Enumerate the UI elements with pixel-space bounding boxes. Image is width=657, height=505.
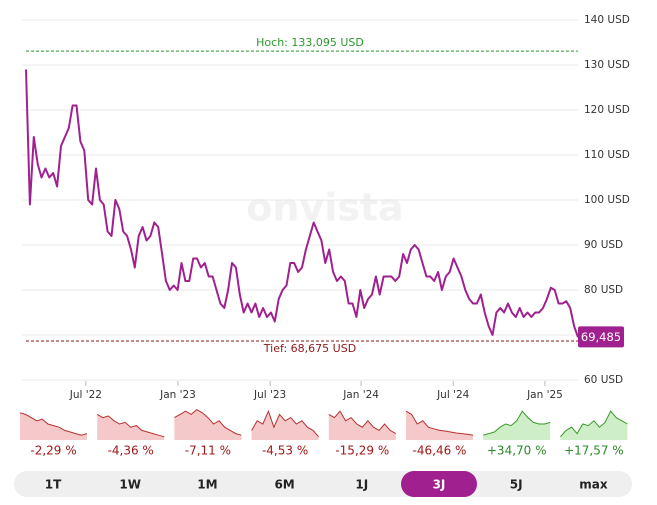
y-tick-label: 60 USD bbox=[584, 374, 623, 386]
sparkline-area bbox=[20, 412, 87, 440]
x-tick-label: Jul '24 bbox=[436, 389, 470, 401]
y-tick-label: 120 USD bbox=[584, 104, 630, 116]
performance-label: +34,70 % bbox=[487, 444, 547, 458]
sparkline bbox=[19, 412, 88, 436]
tab-label[interactable]: 1J bbox=[355, 478, 368, 492]
tab-label[interactable]: 5J bbox=[510, 478, 523, 492]
y-tick-label: 100 USD bbox=[584, 194, 630, 206]
performance-label: -4,36 % bbox=[108, 444, 154, 458]
last-value-box bbox=[578, 326, 624, 348]
sparkline bbox=[483, 410, 551, 436]
low-label: Tief: 68,675 USD bbox=[263, 342, 356, 355]
y-tick-label: 140 USD bbox=[584, 14, 630, 26]
performance-label: -2,29 % bbox=[30, 444, 76, 458]
sparkline bbox=[405, 410, 474, 436]
sparkline bbox=[328, 410, 397, 435]
x-tick-label: Jul '22 bbox=[69, 389, 102, 401]
high-label: Hoch: 133,095 USD bbox=[256, 36, 364, 49]
tab-bar bbox=[14, 471, 632, 497]
sparkline-area bbox=[174, 409, 242, 440]
sparkline-area bbox=[328, 411, 396, 440]
performance-label: -4,53 % bbox=[262, 444, 308, 458]
sparkline bbox=[174, 408, 242, 436]
performance-label: -15,29 % bbox=[335, 444, 389, 458]
last-value-label: 69,485 bbox=[581, 330, 621, 344]
sparkline bbox=[251, 409, 319, 438]
performance-label: -7,11 % bbox=[185, 444, 231, 458]
tab-label[interactable]: 6M bbox=[274, 478, 294, 492]
tab-label[interactable]: max bbox=[579, 478, 608, 492]
tab-label[interactable]: 1T bbox=[45, 478, 62, 492]
active-tab[interactable] bbox=[401, 471, 477, 497]
tab-label[interactable]: 1M bbox=[197, 478, 217, 492]
price-line bbox=[25, 69, 579, 338]
performance-label: +17,57 % bbox=[564, 444, 624, 458]
x-tick-label: Jan '25 bbox=[526, 389, 563, 401]
x-tick-label: Jul '23 bbox=[253, 389, 286, 401]
y-tick-label: 130 USD bbox=[584, 59, 630, 71]
sparkline-area bbox=[483, 411, 551, 440]
sparkline-area bbox=[251, 411, 319, 440]
sparkline bbox=[96, 413, 165, 438]
y-tick-label: 80 USD bbox=[584, 284, 623, 296]
y-tick-label: 110 USD bbox=[584, 149, 630, 161]
sparkline bbox=[560, 410, 628, 438]
sparkline-area bbox=[406, 411, 473, 440]
tab-label[interactable]: 1W bbox=[119, 478, 141, 492]
sparkline-area bbox=[560, 411, 628, 440]
tab-label[interactable]: 3J bbox=[433, 478, 446, 492]
performance-label: -46,46 % bbox=[413, 444, 467, 458]
watermark: onvista bbox=[246, 186, 403, 230]
y-tick-label: 90 USD bbox=[584, 239, 623, 251]
x-tick-label: Jan '24 bbox=[342, 389, 379, 401]
x-tick-label: Jan '23 bbox=[159, 389, 196, 401]
